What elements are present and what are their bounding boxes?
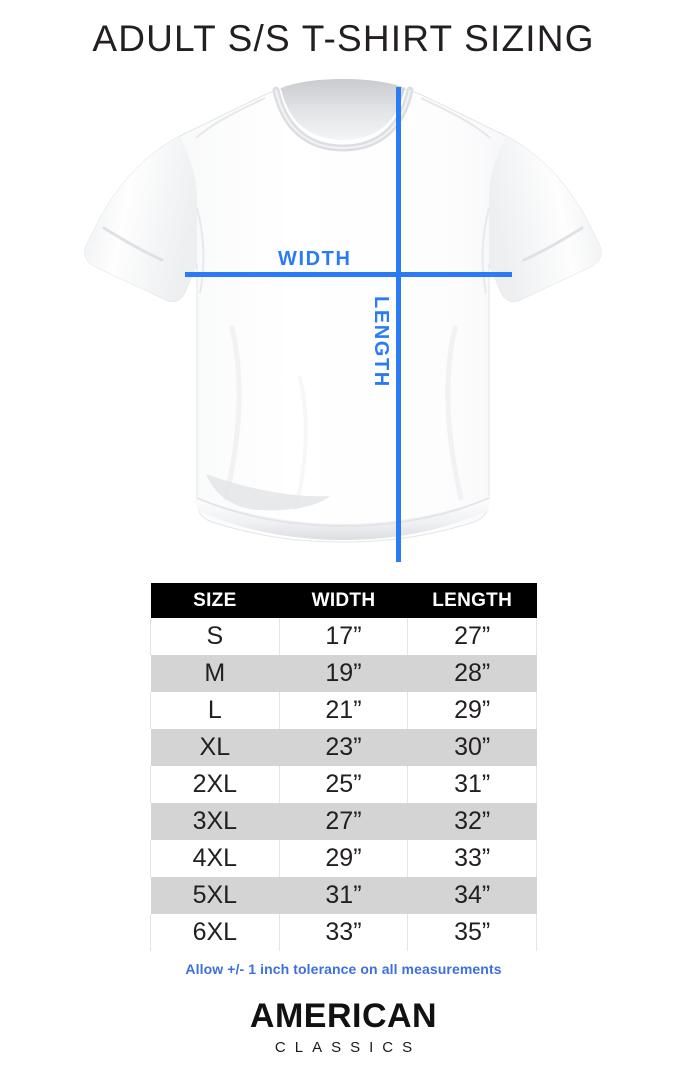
width-measurement-line [185, 272, 512, 277]
tshirt-right-sleeve [489, 136, 602, 302]
tshirt-left-sleeve [84, 136, 197, 302]
brand-name-primary: AMERICAN [249, 997, 438, 1035]
tshirt-hem-fold-shadow [206, 474, 330, 511]
length-measurement-line [396, 87, 401, 562]
tshirt-collar-opening [281, 79, 405, 140]
table-row: S 17” 27” [150, 618, 537, 655]
tolerance-note: Allow +/- 1 inch tolerance on all measur… [185, 961, 502, 977]
cell-length: 28” [407, 655, 537, 692]
cell-width: 19” [279, 655, 408, 692]
table-row: 4XL 29” 33” [150, 840, 537, 877]
tshirt-fold-left [223, 325, 242, 501]
table-row: 5XL 31” 34” [150, 877, 537, 914]
cell-width: 27” [279, 803, 408, 840]
cell-size: M [150, 655, 280, 692]
tshirt-right-shoulder-seam [420, 97, 491, 139]
table-row: 2XL 25” 31” [150, 766, 537, 803]
cell-width: 21” [278, 692, 409, 729]
cell-size: S [150, 618, 280, 655]
table-row: M 19” 28” [150, 655, 537, 692]
brand-name-secondary: CLASSICS [274, 1038, 422, 1056]
cell-width: 29” [278, 840, 409, 877]
cell-size: XL [150, 729, 280, 766]
cell-size: 6XL [150, 914, 280, 951]
width-measurement-label: WIDTH [278, 248, 352, 270]
size-chart-body: S 17” 27” M 19” 28” L 21” 29” XL 23” 30”… [150, 618, 537, 951]
tshirt-hem-stitch [196, 497, 490, 528]
cell-length: 27” [407, 618, 537, 655]
table-row: 6XL 33” 35” [150, 914, 537, 951]
tshirt-fold-center-left [294, 376, 308, 510]
cell-width: 17” [278, 618, 409, 655]
tshirt-left-armhole-seam [196, 207, 205, 294]
column-header-length: LENGTH [407, 583, 537, 618]
size-chart-table: SIZE WIDTH LENGTH S 17” 27” M 19” 28” L … [150, 583, 537, 951]
cell-size: L [150, 692, 280, 729]
cell-width: 25” [278, 766, 409, 803]
column-header-width: WIDTH [279, 583, 408, 618]
length-measurement-label: LENGTH [370, 296, 392, 388]
cell-length: 35” [407, 914, 537, 951]
cell-size: 4XL [150, 840, 280, 877]
cell-length: 34” [407, 877, 537, 914]
cell-width: 23” [279, 729, 408, 766]
table-row: 3XL 27” 32” [150, 803, 537, 840]
tshirt-right-sleeve-hem [522, 226, 584, 262]
tshirt-left-sleeve-hem [102, 226, 164, 262]
cell-length: 33” [407, 840, 537, 877]
column-header-size: SIZE [150, 583, 280, 618]
cell-length: 29” [407, 692, 537, 729]
cell-length: 30” [407, 729, 537, 766]
cell-size: 2XL [150, 766, 280, 803]
tshirt-bottom-hem [197, 496, 489, 540]
page-title: ADULT S/S T-SHIRT SIZING [92, 18, 595, 59]
cell-size: 5XL [150, 877, 280, 914]
brand-logo: AMERICAN CLASSICS [0, 999, 687, 1056]
table-header-row: SIZE WIDTH LENGTH [150, 583, 537, 618]
tshirt-fold-right [445, 325, 464, 501]
tshirt-diagram: WIDTH LENGTH [0, 78, 687, 578]
table-row: L 21” 29” [150, 692, 537, 729]
tshirt-left-shoulder-seam [195, 97, 266, 139]
tshirt-illustration-icon [84, 79, 602, 543]
tshirt-right-armhole-seam [481, 207, 490, 294]
size-chart-header: SIZE WIDTH LENGTH [150, 583, 537, 618]
cell-size: 3XL [150, 803, 280, 840]
cell-width: 31” [279, 877, 408, 914]
cell-length: 32” [407, 803, 537, 840]
cell-length: 31” [407, 766, 537, 803]
table-row: XL 23” 30” [150, 729, 537, 766]
cell-width: 33” [278, 914, 409, 951]
